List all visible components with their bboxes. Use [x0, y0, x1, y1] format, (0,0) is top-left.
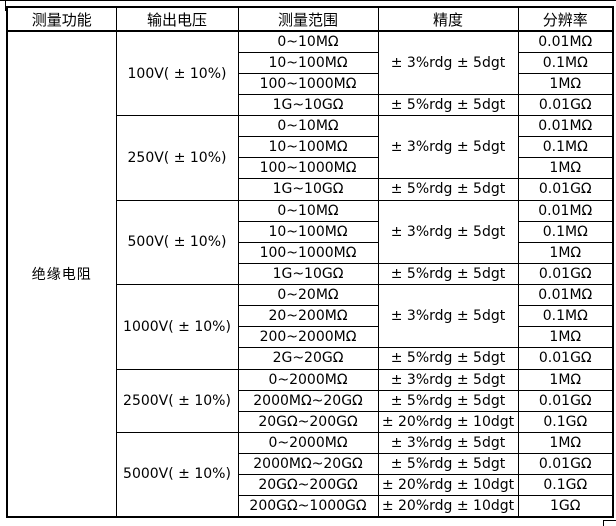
range-cell: 10~100MΩ: [237, 136, 379, 159]
resolution-cell: 0.01GΩ: [517, 452, 614, 476]
resolution-cell: 0.01MΩ: [517, 114, 614, 138]
resolution-cell: 0.01GΩ: [517, 93, 614, 117]
range-cell: 0~2000MΩ: [237, 368, 379, 391]
table-row: 1G~10GΩ ± 5%rdg ± 5dgt 0.01GΩ: [7, 178, 614, 201]
resolution-cell: 0.01GΩ: [517, 262, 614, 286]
table-row: 250V( ± 10%) 0~10MΩ ± 3%rdg ± 5dgt 0.01M…: [7, 114, 614, 201]
spec-table: 测量功能 输出电压 测量范围 精度 分辨率 绝缘电阻 100V( ± 10%) …: [6, 6, 614, 518]
table-row: 2500V( ± 10%) 0~2000MΩ ± 3%rdg ± 5dgt 1M…: [7, 368, 614, 433]
resolution-cell: 1MΩ: [517, 431, 614, 455]
header-row: 测量功能 输出电压 测量范围 精度 分辨率: [6, 6, 614, 32]
page-top-rule: [0, 0, 616, 1]
resolution-cell: 1MΩ: [517, 241, 614, 264]
resolution-cell: 1MΩ: [517, 157, 614, 180]
voltage-cell: 2500V( ± 10%): [115, 368, 239, 433]
range-cell: 100~1000MΩ: [237, 241, 379, 264]
range-cell: 10~100MΩ: [237, 220, 379, 243]
resolution-cell: 0.1GΩ: [517, 474, 614, 497]
table-corner-handle: [603, 520, 616, 526]
range-cell: 10~100MΩ: [237, 51, 379, 74]
resolution-cell: 0.01GΩ: [517, 178, 614, 201]
resolution-cell: 0.01MΩ: [517, 199, 614, 222]
accuracy-cell: ± 20%rdg ± 10dgt: [377, 474, 519, 497]
header-measure-function: 测量功能: [6, 6, 117, 32]
table-row: 20GΩ~200GΩ ± 20%rdg ± 10dgt 0.1GΩ: [7, 474, 614, 497]
resolution-cell: 0.1MΩ: [517, 51, 614, 74]
range-cell: 200~2000MΩ: [237, 326, 379, 349]
resolution-cell: 0.1MΩ: [517, 220, 614, 243]
table-row: 5000V( ± 10%) 0~2000MΩ ± 3%rdg ± 5dgt 1M…: [7, 431, 614, 518]
voltage-cell: 500V( ± 10%): [115, 199, 239, 285]
header-resolution: 分辨率: [517, 6, 614, 32]
table-row: 100~1000MΩ 1MΩ: [7, 72, 614, 95]
range-cell: 0~10MΩ: [237, 30, 379, 53]
resolution-cell: 0.1GΩ: [517, 410, 614, 433]
accuracy-cell: ± 3%rdg ± 5dgt: [377, 30, 519, 95]
table-row: 10~100MΩ 0.1MΩ: [7, 220, 614, 243]
header-output-voltage: 输出电压: [115, 6, 239, 32]
table-row: 200GΩ~1000GΩ ± 20%rdg ± 10dgt 1GΩ: [7, 495, 614, 518]
range-cell: 2000MΩ~20GΩ: [237, 389, 379, 412]
accuracy-cell: ± 20%rdg ± 10dgt: [377, 495, 519, 518]
range-cell: 100~1000MΩ: [237, 157, 379, 180]
accuracy-cell: ± 20%rdg ± 10dgt: [377, 410, 519, 433]
range-cell: 0~10MΩ: [237, 199, 379, 222]
range-cell: 100~1000MΩ: [237, 72, 379, 95]
table-row: 100~1000MΩ 1MΩ: [7, 157, 614, 180]
range-cell: 20GΩ~200GΩ: [237, 474, 379, 497]
range-cell: 1G~10GΩ: [237, 262, 379, 286]
range-cell: 0~20MΩ: [237, 283, 379, 307]
table-row: 200~2000MΩ 1MΩ: [7, 326, 614, 349]
range-cell: 20~200MΩ: [237, 305, 379, 328]
resolution-cell: 0.1MΩ: [517, 305, 614, 328]
voltage-cell: 250V( ± 10%): [115, 115, 239, 201]
resolution-cell: 0.01GΩ: [517, 389, 614, 412]
resolution-cell: 0.01GΩ: [517, 347, 614, 370]
accuracy-cell: ± 5%rdg ± 5dgt: [377, 262, 519, 286]
accuracy-cell: ± 3%rdg ± 5dgt: [377, 283, 519, 349]
resolution-cell: 0.01MΩ: [517, 30, 614, 53]
table-row: 10~100MΩ 0.1MΩ: [7, 136, 614, 159]
accuracy-cell: ± 3%rdg ± 5dgt: [377, 368, 519, 391]
resolution-cell: 1MΩ: [517, 326, 614, 349]
range-cell: 1G~10GΩ: [237, 93, 379, 117]
accuracy-cell: ± 5%rdg ± 5dgt: [377, 389, 519, 412]
accuracy-cell: ± 5%rdg ± 5dgt: [377, 452, 519, 476]
accuracy-cell: ± 5%rdg ± 5dgt: [377, 347, 519, 370]
text-cursor-mark: [5, 0, 6, 11]
accuracy-cell: ± 3%rdg ± 5dgt: [377, 114, 519, 180]
resolution-cell: 1MΩ: [517, 368, 614, 391]
range-cell: 1G~10GΩ: [237, 178, 379, 201]
table-row: 20GΩ~200GΩ ± 20%rdg ± 10dgt 0.1GΩ: [7, 410, 614, 433]
voltage-cell: 1000V( ± 10%): [115, 284, 239, 370]
table-row: 10~100MΩ 0.1MΩ: [7, 51, 614, 74]
accuracy-cell: ± 3%rdg ± 5dgt: [377, 431, 519, 455]
voltage-cell: 100V( ± 10%): [115, 30, 239, 116]
resolution-cell: 0.1MΩ: [517, 136, 614, 159]
resolution-cell: 0.01MΩ: [517, 283, 614, 307]
range-cell: 2000MΩ~20GΩ: [237, 452, 379, 476]
voltage-cell: 5000V( ± 10%): [115, 431, 239, 518]
function-cell: 绝缘电阻: [6, 30, 117, 518]
resolution-cell: 1MΩ: [517, 72, 614, 95]
table-row: 500V( ± 10%) 0~10MΩ ± 3%rdg ± 5dgt 0.01M…: [7, 199, 614, 285]
accuracy-cell: ± 5%rdg ± 5dgt: [377, 178, 519, 201]
resolution-cell: 1GΩ: [517, 495, 614, 518]
table-row: 绝缘电阻 100V( ± 10%) 0~10MΩ ± 3%rdg ± 5dgt …: [6, 30, 614, 518]
header-accuracy: 精度: [377, 6, 519, 32]
range-cell: 0~10MΩ: [237, 114, 379, 138]
range-cell: 200GΩ~1000GΩ: [237, 495, 379, 518]
range-cell: 20GΩ~200GΩ: [237, 410, 379, 433]
range-cell: 2G~20GΩ: [237, 347, 379, 370]
accuracy-cell: ± 5%rdg ± 5dgt: [377, 93, 519, 117]
header-measure-range: 测量范围: [237, 6, 379, 32]
accuracy-cell: ± 3%rdg ± 5dgt: [377, 199, 519, 264]
range-cell: 0~2000MΩ: [237, 431, 379, 455]
